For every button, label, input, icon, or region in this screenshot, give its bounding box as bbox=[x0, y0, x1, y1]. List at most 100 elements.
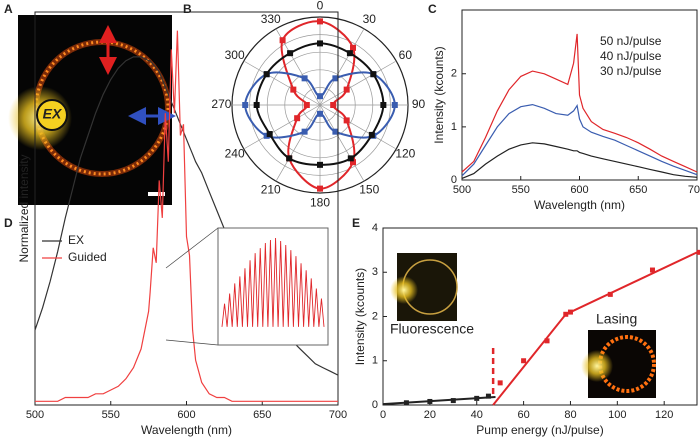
polar-point bbox=[330, 102, 337, 108]
angle-grid bbox=[319, 104, 397, 150]
data-point bbox=[649, 267, 655, 273]
x-tick-label: 650 bbox=[629, 184, 647, 196]
polar-point bbox=[350, 159, 356, 166]
polar-point bbox=[253, 102, 260, 108]
legend-entry: 30 nJ/pulse bbox=[600, 64, 662, 78]
inset-line bbox=[221, 237, 325, 327]
angle-grid bbox=[319, 60, 397, 106]
angle-grid bbox=[319, 104, 365, 182]
polar-point bbox=[286, 155, 293, 162]
y-tick-label: 1 bbox=[451, 121, 457, 133]
polar-point bbox=[332, 75, 339, 82]
x-axis-label: Pump energy (nJ/pulse) bbox=[476, 423, 603, 437]
data-point bbox=[403, 400, 409, 406]
y-tick-label: 4 bbox=[372, 222, 378, 234]
y-tick-label: 2 bbox=[372, 310, 378, 322]
lasing-image bbox=[581, 330, 656, 398]
legend-entry: 40 nJ/pulse bbox=[600, 49, 662, 63]
x-axis-label: Wavelength (nm) bbox=[534, 198, 625, 212]
polar-point bbox=[317, 185, 323, 192]
polar-point bbox=[317, 40, 323, 47]
angle-grid bbox=[243, 104, 321, 150]
polar-point bbox=[303, 102, 310, 108]
y-tick-label: 0 bbox=[372, 399, 378, 411]
angle-label: 210 bbox=[261, 183, 281, 197]
panel-label: A bbox=[4, 2, 13, 16]
polar-point bbox=[317, 110, 323, 117]
series-line bbox=[461, 142, 698, 179]
angle-label: 330 bbox=[261, 12, 281, 26]
y-axis-label: Normalized intensity bbox=[17, 154, 31, 262]
angle-label: 120 bbox=[395, 146, 415, 160]
legend-entry: Guided bbox=[68, 250, 107, 264]
data-point bbox=[567, 309, 573, 315]
fluorescence-image bbox=[390, 253, 458, 321]
series-line bbox=[461, 33, 698, 173]
polar-point bbox=[346, 50, 353, 57]
ex-label: EX bbox=[43, 106, 63, 122]
panel-a-image bbox=[8, 15, 176, 205]
y-tick-label: 3 bbox=[372, 266, 378, 278]
polar-point bbox=[332, 128, 339, 135]
x-tick-label: 700 bbox=[329, 409, 347, 421]
data-point bbox=[497, 380, 503, 386]
polar-point bbox=[370, 71, 377, 78]
polar-point bbox=[301, 128, 308, 135]
x-tick-label: 650 bbox=[253, 409, 271, 421]
series-line bbox=[461, 103, 698, 177]
x-tick-label: 500 bbox=[453, 184, 471, 196]
angle-label: 0 bbox=[317, 0, 324, 13]
polar-point bbox=[350, 44, 356, 51]
x-tick-label: 80 bbox=[564, 409, 576, 421]
angle-label: 270 bbox=[211, 97, 231, 111]
angle-grid bbox=[319, 28, 365, 106]
data-point bbox=[607, 291, 613, 297]
polar-point bbox=[287, 50, 294, 57]
polar-point bbox=[347, 155, 354, 162]
x-tick-label: 20 bbox=[424, 409, 436, 421]
data-point bbox=[427, 398, 433, 404]
zoom-line bbox=[165, 339, 219, 346]
polar-point bbox=[317, 93, 323, 100]
polar-point bbox=[343, 86, 350, 93]
x-tick-label: 60 bbox=[517, 409, 529, 421]
x-tick-label: 600 bbox=[177, 409, 195, 421]
angle-label: 300 bbox=[225, 48, 245, 62]
polar-point bbox=[317, 18, 323, 25]
polar-point bbox=[368, 131, 375, 138]
angle-label: 150 bbox=[359, 183, 379, 197]
y-tick-label: 2 bbox=[451, 68, 457, 80]
annotation: Fluorescence bbox=[390, 321, 474, 337]
inset-frame bbox=[217, 227, 329, 346]
data-point bbox=[544, 338, 550, 344]
legend-entry: EX bbox=[68, 233, 84, 247]
angle-label: 180 bbox=[310, 196, 330, 210]
y-tick-label: 1 bbox=[372, 355, 378, 367]
x-axis-label: Wavelength (nm) bbox=[141, 423, 232, 437]
polar-point bbox=[279, 37, 286, 44]
x-tick-label: 700 bbox=[688, 184, 700, 196]
data-point bbox=[563, 311, 569, 317]
legend-entry: 50 nJ/pulse bbox=[600, 34, 662, 48]
panel-label: D bbox=[4, 216, 13, 230]
x-tick-label: 100 bbox=[608, 409, 626, 421]
y-axis-label: Intensity (kcounts) bbox=[432, 46, 446, 143]
polar-point bbox=[266, 131, 273, 138]
polar-point bbox=[242, 102, 249, 108]
x-tick-label: 550 bbox=[102, 409, 120, 421]
series-line bbox=[35, 30, 338, 402]
y-axis-label: Intensity (kcounts) bbox=[353, 268, 367, 365]
annotation: Lasing bbox=[596, 311, 637, 327]
x-tick-label: 550 bbox=[512, 184, 530, 196]
panel-label: C bbox=[428, 2, 437, 16]
angle-label: 90 bbox=[412, 97, 426, 111]
polar-point bbox=[294, 115, 301, 122]
polar-point bbox=[380, 102, 387, 108]
angle-grid bbox=[243, 60, 321, 106]
polar-point bbox=[290, 86, 297, 93]
panel-label: E bbox=[352, 216, 360, 230]
y-tick-label: 0 bbox=[451, 174, 457, 186]
x-tick-label: 0 bbox=[380, 409, 386, 421]
angle-label: 240 bbox=[225, 146, 245, 160]
